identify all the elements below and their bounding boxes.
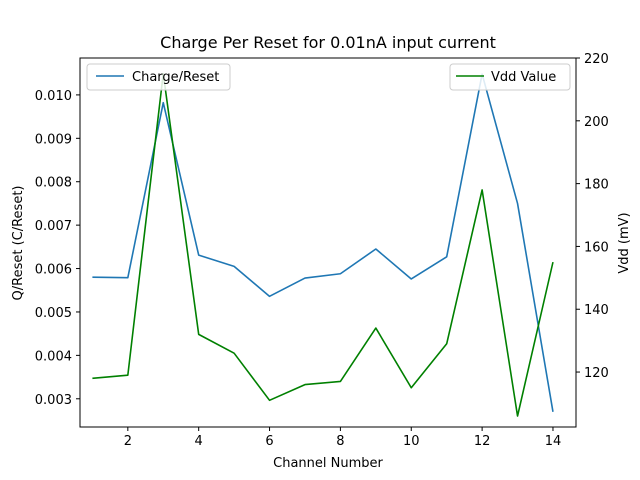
right-y-tick-label: 160 (584, 240, 609, 255)
x-axis-label: Channel Number (273, 456, 383, 471)
x-tick-label: 12 (474, 434, 491, 449)
left-y-tick-label: 0.010 (35, 89, 72, 104)
vdd-value-line (92, 72, 554, 417)
x-tick-label: 4 (195, 434, 203, 449)
legend-vdd: Vdd Value (449, 63, 571, 91)
x-tick-label: 2 (124, 434, 132, 449)
plot-frame (79, 57, 577, 428)
x-tick-label: 14 (545, 434, 562, 449)
right-y-tick-label: 140 (584, 303, 609, 318)
legend-vdd-label: Vdd Value (491, 70, 556, 85)
left-y-tick-label: 0.007 (35, 219, 72, 234)
left-y-axis-label: Q/Reset (C/Reset) (11, 186, 26, 301)
right-y-tick-label: 200 (584, 115, 609, 130)
legend-vdd-box (449, 63, 571, 91)
legend-charge: Charge/Reset (86, 63, 231, 91)
left-y-tick-label: 0.005 (35, 306, 72, 321)
left-y-tick-label: 0.003 (35, 393, 72, 408)
right-y-axis-ticks: 120 140 160 180 200 220 (576, 52, 609, 381)
left-y-tick-label: 0.008 (35, 176, 72, 191)
left-y-tick-label: 0.009 (35, 132, 72, 147)
x-tick-label: 8 (336, 434, 344, 449)
right-y-tick-label: 220 (584, 52, 609, 67)
x-axis-ticks: 2 4 6 8 10 12 14 (124, 427, 562, 449)
x-tick-label: 6 (265, 434, 273, 449)
legend-charge-box (86, 63, 231, 91)
plot-lines (92, 72, 554, 417)
chart-title: Charge Per Reset for 0.01nA input curren… (160, 33, 496, 52)
charge-per-reset-line (92, 73, 554, 412)
right-y-tick-label: 120 (584, 366, 609, 381)
right-y-tick-label: 180 (584, 178, 609, 193)
legend-charge-label: Charge/Reset (132, 70, 219, 85)
left-y-tick-label: 0.004 (35, 349, 72, 364)
left-y-axis-ticks: 0.003 0.004 0.005 0.006 0.007 0.008 0.009 0.010 (35, 89, 80, 408)
left-y-tick-label: 0.006 (35, 263, 72, 278)
x-tick-label: 10 (403, 434, 420, 449)
right-y-axis-label: Vdd (mV) (617, 212, 632, 273)
